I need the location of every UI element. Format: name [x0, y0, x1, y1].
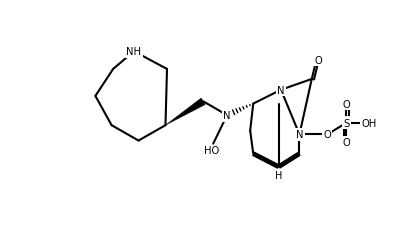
Polygon shape: [166, 99, 205, 126]
Text: N: N: [296, 130, 303, 140]
Text: O: O: [343, 137, 350, 147]
Text: OH: OH: [362, 118, 377, 128]
Text: N: N: [277, 85, 285, 95]
Text: H: H: [275, 170, 282, 180]
Text: O: O: [314, 55, 322, 65]
Text: NH: NH: [126, 47, 141, 57]
Text: N: N: [223, 111, 231, 121]
Text: O: O: [343, 99, 350, 109]
Text: S: S: [343, 118, 349, 128]
Text: HO: HO: [204, 145, 219, 155]
Text: O: O: [323, 130, 331, 140]
